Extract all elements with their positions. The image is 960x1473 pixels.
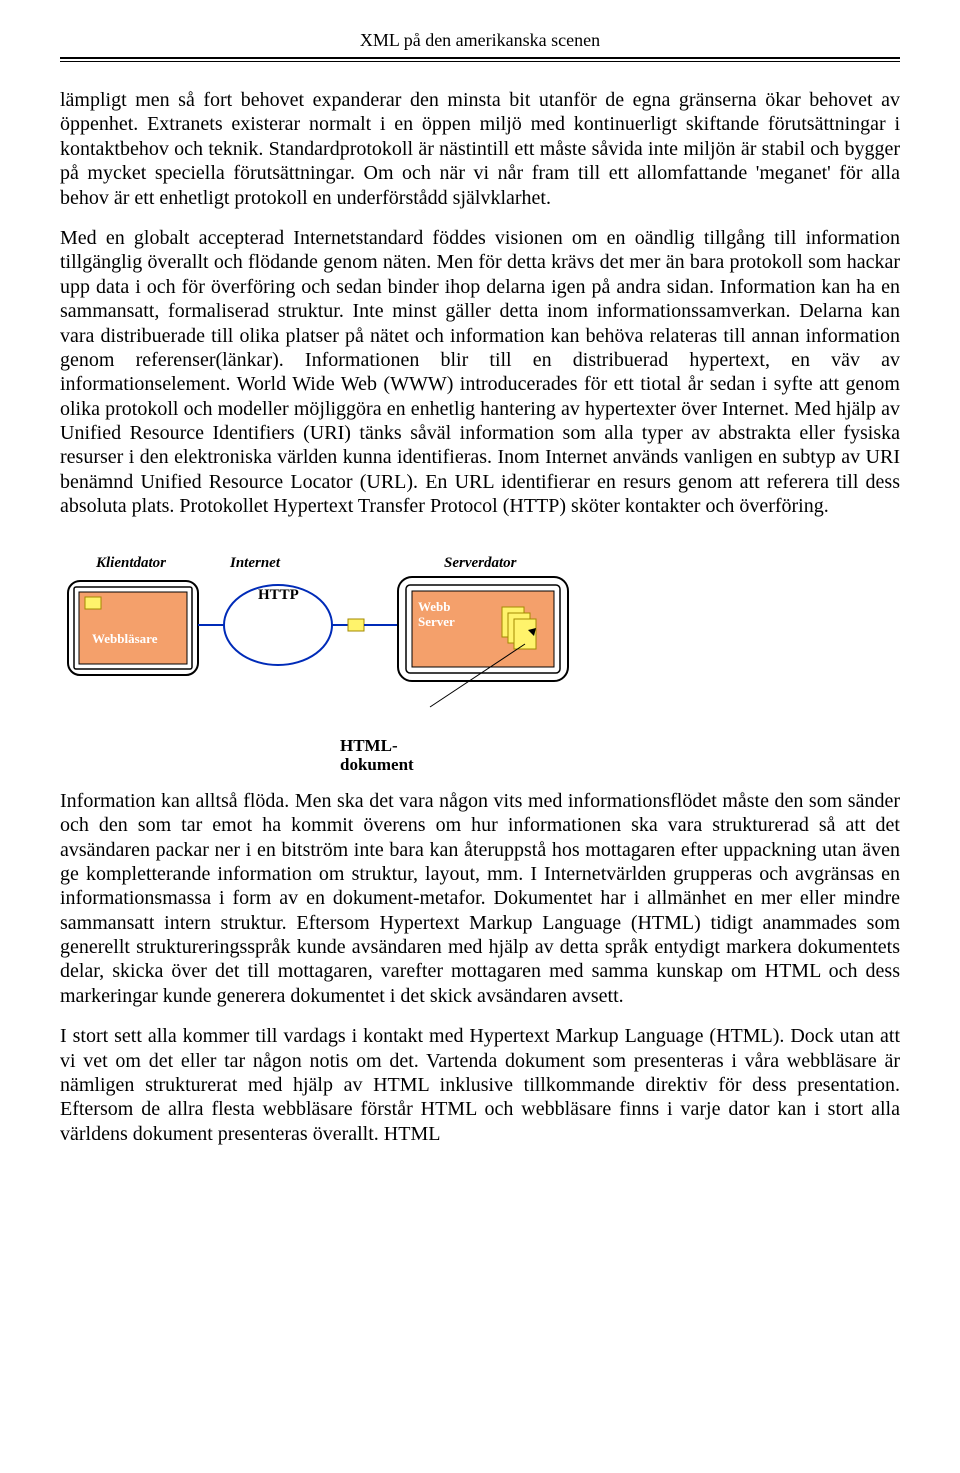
architecture-diagram: Klientdator Internet Serverdator Webbläsare… [60,547,900,775]
svg-text:Serverdator: Serverdator [444,555,517,571]
header-rule-thin [60,61,900,62]
svg-text:Webbläsare: Webbläsare [92,631,158,646]
paragraph-2: Med en globalt accepterad Internetstanda… [60,226,900,519]
svg-text:Internet: Internet [229,555,281,571]
caption-line-2: dokument [340,755,414,774]
svg-text:Klientdator: Klientdator [95,555,166,571]
svg-text:Webb: Webb [418,599,451,614]
paragraph-4: I stort sett alla kommer till vardags i … [60,1024,900,1146]
paragraph-3: Information kan alltså flöda. Men ska de… [60,789,900,1009]
caption-line-1: HTML- [340,736,398,755]
page: XML på den amerikanska scenen lämpligt m… [0,0,960,1202]
architecture-diagram-svg: Klientdator Internet Serverdator Webbläsare… [60,547,620,727]
svg-text:Server: Server [418,614,455,629]
diagram-caption: HTML- dokument [340,736,900,775]
paragraph-1: lämpligt men så fort behovet expanderar … [60,88,900,210]
header-rule-thick [60,57,900,59]
page-header-title: XML på den amerikanska scenen [60,30,900,51]
svg-text:HTTP: HTTP [258,587,299,603]
